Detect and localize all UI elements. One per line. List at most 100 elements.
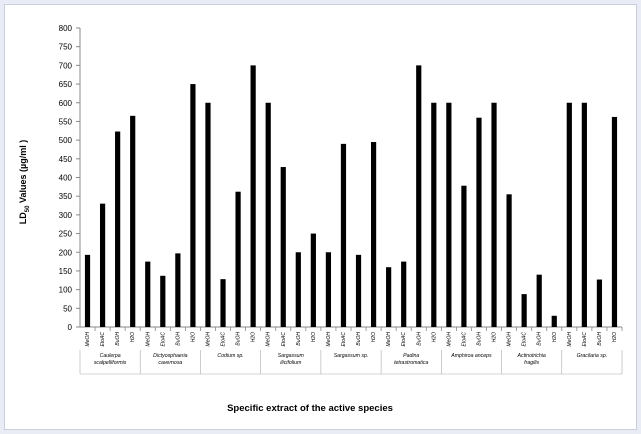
bar [325, 252, 332, 327]
x-tick-label: H2O [251, 332, 257, 342]
y-tick-label: 550 [59, 117, 73, 126]
group-label: cavernosa [158, 360, 182, 366]
x-tick-label: MeOH [326, 332, 332, 347]
bar [536, 274, 542, 327]
bar [280, 167, 286, 327]
bar [175, 253, 181, 327]
x-tick-label: BuOH [537, 332, 543, 346]
bars [84, 65, 623, 331]
x-tick-label: MeOH [386, 332, 392, 347]
bar [235, 191, 241, 327]
x-tick-label: MeOH [507, 332, 513, 347]
y-tick-label: 150 [59, 267, 73, 276]
x-tick-label: BuOH [476, 332, 482, 346]
group-label: Sargassum [278, 353, 305, 359]
group-label: ilicifolium [280, 360, 302, 366]
bar [355, 254, 362, 327]
bar [431, 102, 437, 327]
bar [340, 143, 347, 327]
x-tick-label: MeOH [145, 332, 151, 347]
x-tick-label: H2O [190, 332, 196, 342]
bar [446, 102, 452, 327]
bar [220, 279, 226, 327]
x-axis-label: Specific extract of the active species [227, 403, 393, 414]
bar [566, 102, 572, 327]
chart-frame [4, 4, 637, 430]
bar [596, 279, 603, 327]
x-tick-label: EtoAC [221, 332, 227, 347]
group-label: Padina [403, 353, 419, 359]
y-tick-label: 250 [59, 230, 73, 239]
y-tick-label: 100 [59, 286, 73, 295]
x-tick-label: MeOH [446, 332, 452, 347]
x-tick-label: EtoAC [401, 332, 407, 347]
bar [581, 102, 587, 327]
group-label: Dictyosphaeria [153, 353, 187, 359]
bar [521, 294, 527, 327]
x-tick-label: BuOH [416, 332, 422, 346]
x-tick-label: EtoAC [461, 332, 467, 347]
bar [295, 252, 301, 327]
y-tick-label: 0 [68, 323, 73, 332]
x-tick-label: BuOH [356, 332, 362, 346]
y-tick-label: 200 [59, 248, 73, 257]
group-label: tetrastromatica [394, 360, 428, 366]
bar [386, 267, 392, 327]
bar [551, 315, 557, 327]
bar [99, 203, 106, 327]
group-label: Amphiroa anceps [450, 353, 492, 359]
group-label: fragilis [524, 360, 539, 366]
y-tick-label: 450 [59, 155, 73, 164]
x-tick-label: H2O [371, 332, 377, 342]
x-tick-label: BuOH [175, 332, 181, 346]
x-tick-label: H2O [552, 332, 558, 342]
category-labels: MeOH EtoAC BuOH H2O MeOH EtoAC BuOH H2O MeOH EtoA… [85, 332, 618, 347]
bar [461, 185, 467, 327]
group-label: Codium sp. [217, 353, 243, 359]
x-tick-label: EtoAC [100, 332, 106, 347]
group-label: Caulerpa [100, 353, 121, 359]
x-tick-label: EtoAC [160, 332, 166, 347]
x-tick-label: EtoAC [522, 332, 528, 347]
y-ticks: 0 50 100 150 200 250 300 350 400 450 500 550 600 650 7… [59, 24, 80, 332]
group-label: scalpelliformis [94, 360, 127, 366]
bar [160, 275, 166, 327]
x-tick-label: H2O [130, 332, 136, 342]
bar [250, 65, 256, 327]
bar [310, 233, 316, 327]
bar [506, 194, 512, 327]
group-label: Sargassum sp. [334, 353, 369, 359]
y-tick-label: 400 [59, 174, 73, 183]
y-tick-label: 600 [59, 99, 73, 108]
bar [611, 116, 618, 327]
bar [401, 261, 407, 327]
bar [190, 84, 196, 327]
x-tick-label: H2O [311, 332, 317, 342]
x-tick-label: H2O [431, 332, 437, 342]
x-tick-label: BuOH [597, 332, 603, 346]
y-tick-label: 300 [59, 211, 73, 220]
bar [84, 254, 91, 327]
x-tick-label: BuOH [296, 332, 302, 346]
y-tick-label: 650 [59, 80, 73, 89]
group-label: Gracilaria sp. [577, 353, 608, 359]
y-tick-label: 700 [59, 61, 73, 70]
bar [145, 261, 151, 327]
x-tick-label: H2O [492, 332, 498, 342]
bar [115, 131, 121, 327]
bar [130, 115, 136, 327]
y-tick-label: 800 [59, 24, 73, 33]
x-tick-label: H2O [612, 332, 618, 342]
x-tick-label: MeOH [266, 332, 272, 347]
x-tick-label: BuOH [236, 332, 242, 346]
x-tick-label: MeOH [85, 332, 91, 347]
group-label: Actinotrichia [517, 353, 546, 359]
y-tick-label: 500 [59, 136, 73, 145]
y-tick-label: 750 [59, 43, 73, 52]
bar [476, 117, 482, 327]
x-tick-label: MeOH [205, 332, 211, 347]
y-tick-label: 50 [63, 304, 72, 313]
x-tick-label: MeOH [567, 332, 573, 347]
